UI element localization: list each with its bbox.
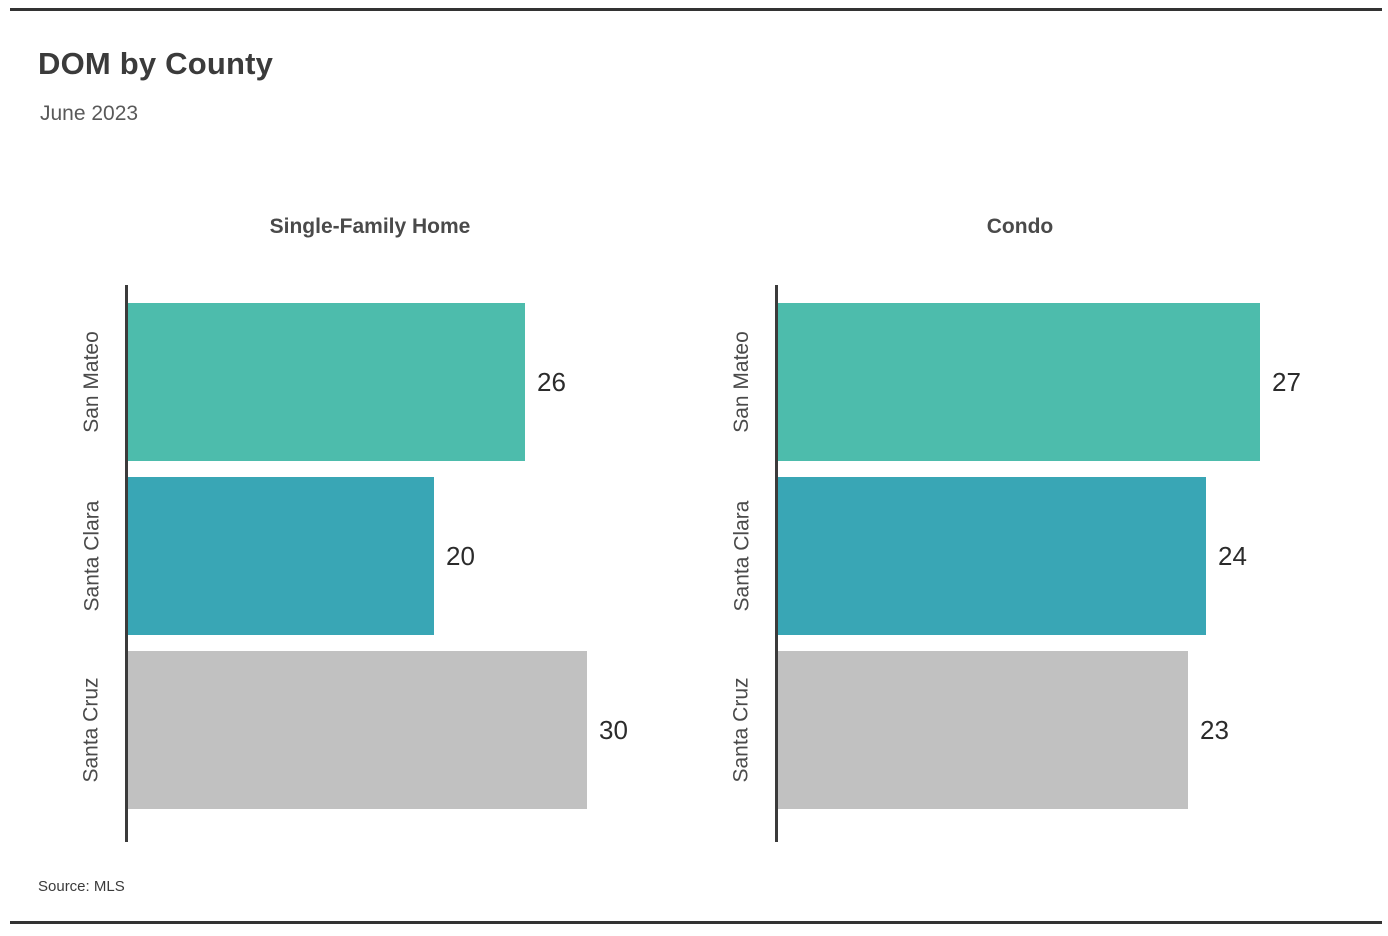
source-note: Source: MLS bbox=[38, 878, 125, 895]
bar bbox=[778, 651, 1188, 809]
value-label: 23 bbox=[1200, 714, 1229, 745]
bar-row: San Mateo 27 bbox=[730, 303, 1345, 461]
value-label: 30 bbox=[599, 714, 628, 745]
plot-area-0: San Mateo 26 Santa Clara 20 Santa Cruz 30 bbox=[80, 285, 695, 842]
bar-row: Santa Cruz 23 bbox=[730, 651, 1345, 809]
bar bbox=[778, 477, 1206, 635]
category-label-wrap: Santa Cruz bbox=[45, 651, 125, 809]
bar bbox=[128, 303, 525, 461]
value-label: 26 bbox=[537, 366, 566, 397]
category-label: Santa Clara bbox=[730, 500, 753, 612]
bar-row: Santa Clara 20 bbox=[80, 477, 695, 635]
bar-row: Santa Cruz 30 bbox=[80, 651, 695, 809]
bar-row: San Mateo 26 bbox=[80, 303, 695, 461]
category-label: San Mateo bbox=[730, 331, 754, 433]
chart-panel-0: Single-Family Home San Mateo 26 Santa Clara… bbox=[45, 215, 695, 842]
category-label: Santa Cruz bbox=[730, 677, 753, 783]
value-label: 20 bbox=[446, 540, 475, 571]
value-label: 24 bbox=[1218, 540, 1247, 571]
bottom-divider bbox=[10, 921, 1382, 924]
category-label-wrap: Santa Cruz bbox=[695, 651, 775, 809]
chart-panel-title-0: Single-Family Home bbox=[269, 215, 471, 238]
bar-row: Santa Clara 24 bbox=[730, 477, 1345, 635]
top-divider bbox=[10, 8, 1382, 11]
category-label-wrap: San Mateo bbox=[45, 303, 125, 461]
category-label-wrap: San Mateo bbox=[695, 303, 775, 461]
plot-area-1: San Mateo 27 Santa Clara 24 Santa Cruz 23 bbox=[730, 285, 1345, 842]
category-label: Santa Clara bbox=[80, 500, 103, 612]
category-label: Santa Cruz bbox=[80, 677, 103, 783]
page-title: DOM by County bbox=[38, 46, 274, 81]
value-label: 27 bbox=[1272, 366, 1301, 397]
category-label: San Mateo bbox=[80, 331, 104, 433]
charts-row: Single-Family Home San Mateo 26 Santa Clara… bbox=[45, 215, 1345, 842]
page-subtitle: June 2023 bbox=[40, 102, 139, 125]
category-label-wrap: Santa Clara bbox=[45, 477, 125, 635]
chart-panel-title-1: Condo bbox=[986, 215, 1054, 238]
bar bbox=[128, 477, 434, 635]
chart-panel-1: Condo San Mateo 27 Santa Clara 24 Santa Cruz 2… bbox=[695, 215, 1345, 842]
bar bbox=[778, 303, 1260, 461]
bar bbox=[128, 651, 587, 809]
category-label-wrap: Santa Clara bbox=[695, 477, 775, 635]
